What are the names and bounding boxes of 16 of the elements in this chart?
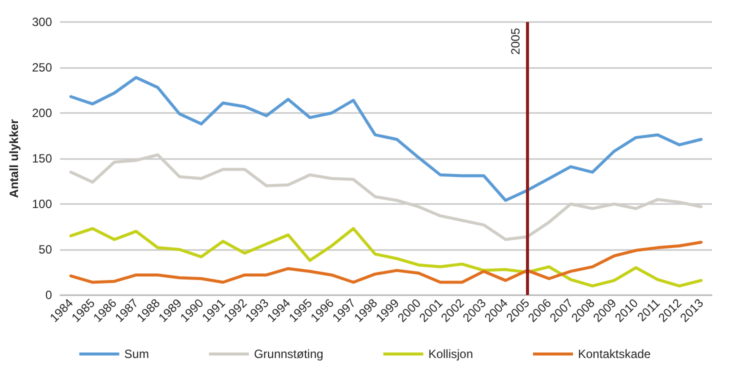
y-tick-label: 300 (32, 15, 52, 29)
ref-line-label: 2005 (508, 28, 522, 55)
y-axis-title: Antall ulykker (7, 118, 21, 198)
legend-label: Grunnstøting (254, 347, 324, 361)
y-tick-label: 0 (45, 288, 52, 302)
line-series (69, 227, 703, 288)
line-series (69, 240, 703, 284)
legend-label: Kontaktskade (578, 347, 652, 361)
y-tick-label: 250 (32, 60, 52, 74)
y-tick-label: 100 (32, 197, 52, 211)
legend-label: Sum (124, 347, 149, 361)
y-tick-label: 150 (32, 152, 52, 166)
line-series (69, 76, 703, 202)
legend-label: Kollisjon (428, 347, 474, 361)
y-tick-label: 50 (38, 242, 52, 256)
y-tick-label: 200 (32, 106, 52, 120)
